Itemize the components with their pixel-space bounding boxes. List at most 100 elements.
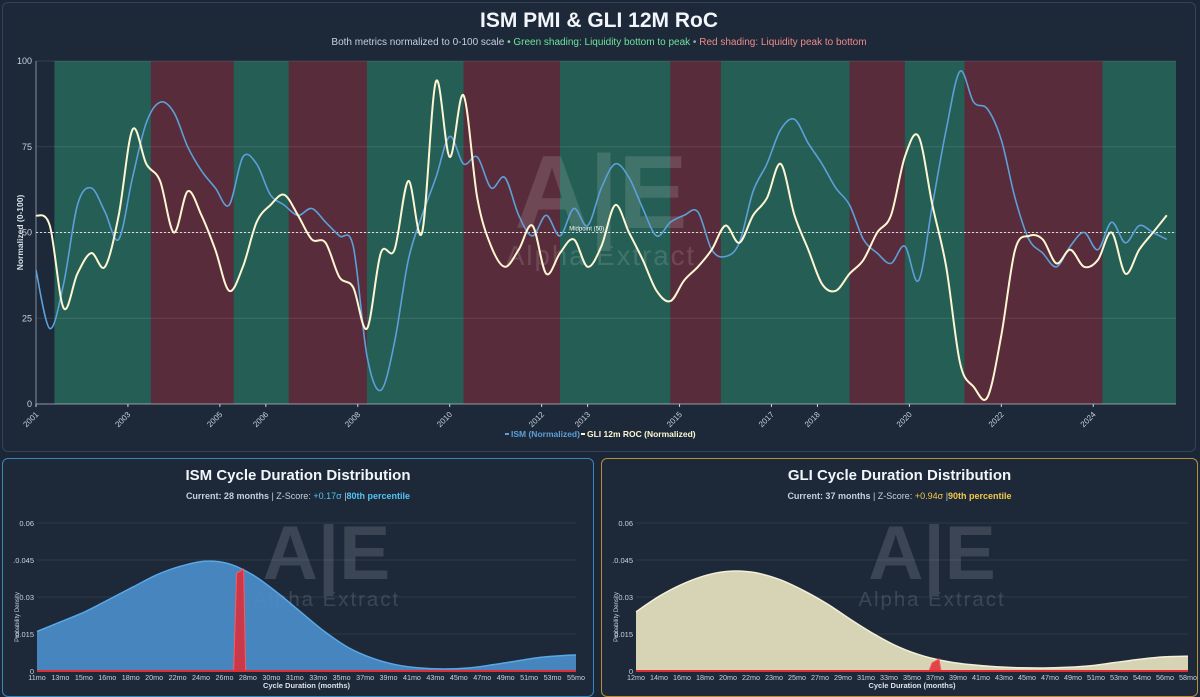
x-tick-label: 35mo	[333, 673, 351, 682]
x-tick-label: 55mo	[567, 673, 585, 682]
ism-current-line: Current: 28 months | Z-Score: +0.17σ |80…	[3, 491, 593, 501]
series-line-ism	[35, 70, 1168, 392]
x-tick-label: 31mo	[857, 673, 875, 682]
y-axis-title: Probability Density	[614, 592, 620, 642]
x-tick-label: 2022	[987, 410, 1006, 429]
watermark-text: Alpha Extract	[858, 589, 1005, 611]
legend: ISM (Normalized) GLI 12m ROC (Normalized)	[505, 429, 696, 439]
shading-band-green	[560, 61, 671, 404]
x-tick-label: 2005	[205, 410, 224, 429]
x-tick-label: 18mo	[696, 673, 714, 682]
x-tick-label: 41mo	[403, 673, 421, 682]
x-tick-label: 12mo	[627, 673, 645, 682]
subtitle-prefix: Both metrics normalized to 0-100 scale	[331, 37, 505, 48]
legend-label-ism: ISM (Normalized)	[511, 429, 580, 439]
ism-distribution-panel: ISM Cycle Duration Distribution Current:…	[2, 458, 594, 697]
x-tick-label: 49mo	[497, 673, 515, 682]
x-axis-title: Cycle Duration (months)	[868, 681, 956, 690]
x-tick-label: 47mo	[1041, 673, 1059, 682]
x-tick-label: 30mo	[262, 673, 280, 682]
x-tick-label: 43mo	[995, 673, 1013, 682]
x-tick-label: 33mo	[309, 673, 327, 682]
x-tick-label: 2001	[21, 410, 40, 429]
midpoint-label: Midpoint (50)	[569, 227, 604, 233]
main-chart-panel: ISM PMI & GLI 12M RoC Both metrics norma…	[2, 2, 1196, 452]
x-tick-label: 13mo	[51, 673, 69, 682]
x-tick-label: 2012	[527, 410, 546, 429]
gli-panel-title: GLI Cycle Duration Distribution	[787, 467, 1012, 484]
density-curve	[36, 560, 577, 670]
x-tick-label: 2010	[435, 410, 454, 429]
x-tick-label: 2017	[757, 410, 776, 429]
y-tick-label: 50	[22, 228, 32, 238]
x-tick-label: 26mo	[215, 673, 233, 682]
x-tick-label: 31mo	[286, 673, 304, 682]
x-tick-label: 2006	[251, 410, 270, 429]
x-tick-label: 25mo	[788, 673, 806, 682]
gli-percentile: 90th percentile	[948, 491, 1012, 501]
y-tick-label: 0.06	[19, 519, 34, 528]
x-tick-label: 37mo	[356, 673, 374, 682]
y-tick-label: 0.03	[19, 593, 34, 602]
gli-zscore-label: | Z-Score:	[872, 491, 913, 501]
x-tick-label: 56mo	[1156, 673, 1174, 682]
series-line-gli	[35, 79, 1168, 401]
y-tick-label: .0.045	[612, 556, 633, 565]
main-chart-subtitle: Both metrics normalized to 0-100 scale •…	[3, 37, 1195, 48]
x-tick-label: 51mo	[520, 673, 538, 682]
x-tick-label: 2013	[573, 410, 592, 429]
y-tick-label: 0	[30, 667, 34, 676]
y-tick-label: 0	[629, 667, 633, 676]
subtitle-sep-2: •	[692, 37, 697, 48]
x-tick-label: 2015	[665, 410, 684, 429]
x-tick-label: 11mo	[28, 673, 45, 682]
gli-percentile-sep: |	[945, 491, 949, 501]
watermark-letters: A|E	[263, 511, 391, 597]
x-tick-label: 23mo	[765, 673, 783, 682]
y-tick-label: 25	[22, 313, 32, 323]
main-chart-title: ISM PMI & GLI 12M RoC	[479, 9, 718, 32]
y-axis-title: Probability Density	[15, 592, 21, 642]
x-tick-label: 29mo	[834, 673, 852, 682]
shading-band-green	[1102, 61, 1176, 404]
gli-zscore-value: +0.94σ	[914, 491, 944, 501]
x-tick-label: 18mo	[122, 673, 140, 682]
x-tick-label: 33mo	[880, 673, 898, 682]
y-tick-label: 0.015	[614, 630, 633, 639]
x-tick-label: 2024	[1079, 410, 1098, 429]
ism-current-label: Current: 28 months	[185, 491, 269, 501]
x-tick-label: 2020	[895, 410, 914, 429]
ism-panel-title: ISM Cycle Duration Distribution	[185, 467, 411, 484]
x-tick-label: 2003	[113, 410, 132, 429]
ism-zscore-value: +0.17σ	[313, 491, 342, 501]
subtitle-green: Green shading: Liquidity bottom to peak	[513, 37, 691, 48]
ism-percentile-sep: |	[344, 491, 347, 501]
y-tick-label: 75	[22, 142, 32, 152]
y-tick-label: .0.045	[13, 556, 34, 565]
gli-current-label: Current: 37 months	[787, 491, 871, 501]
x-tick-label: 2008	[343, 410, 362, 429]
shading-band-green	[54, 61, 151, 404]
gli-distribution-panel: GLI Cycle Duration Distribution Current:…	[601, 458, 1198, 697]
x-tick-label: 39mo	[949, 673, 967, 682]
x-tick-label: 24mo	[192, 673, 210, 682]
x-tick-label: 27mo	[811, 673, 829, 682]
y-tick-label: 0	[27, 399, 32, 409]
x-tick-label: 53mo	[1110, 673, 1128, 682]
shading-band-green	[904, 61, 965, 404]
x-tick-label: 22mo	[742, 673, 760, 682]
y-tick-label: 0.06	[618, 519, 633, 528]
x-tick-label: 39mo	[380, 673, 398, 682]
x-axis-title: Cycle Duration (months)	[263, 681, 351, 690]
x-tick-label: 20mo	[145, 673, 163, 682]
x-tick-label: 15mo	[75, 673, 93, 682]
x-tick-label: 53mo	[544, 673, 562, 682]
x-tick-label: 16mo	[673, 673, 691, 682]
subtitle-sep-1: •	[507, 37, 511, 48]
x-tick-label: 41mo	[972, 673, 990, 682]
